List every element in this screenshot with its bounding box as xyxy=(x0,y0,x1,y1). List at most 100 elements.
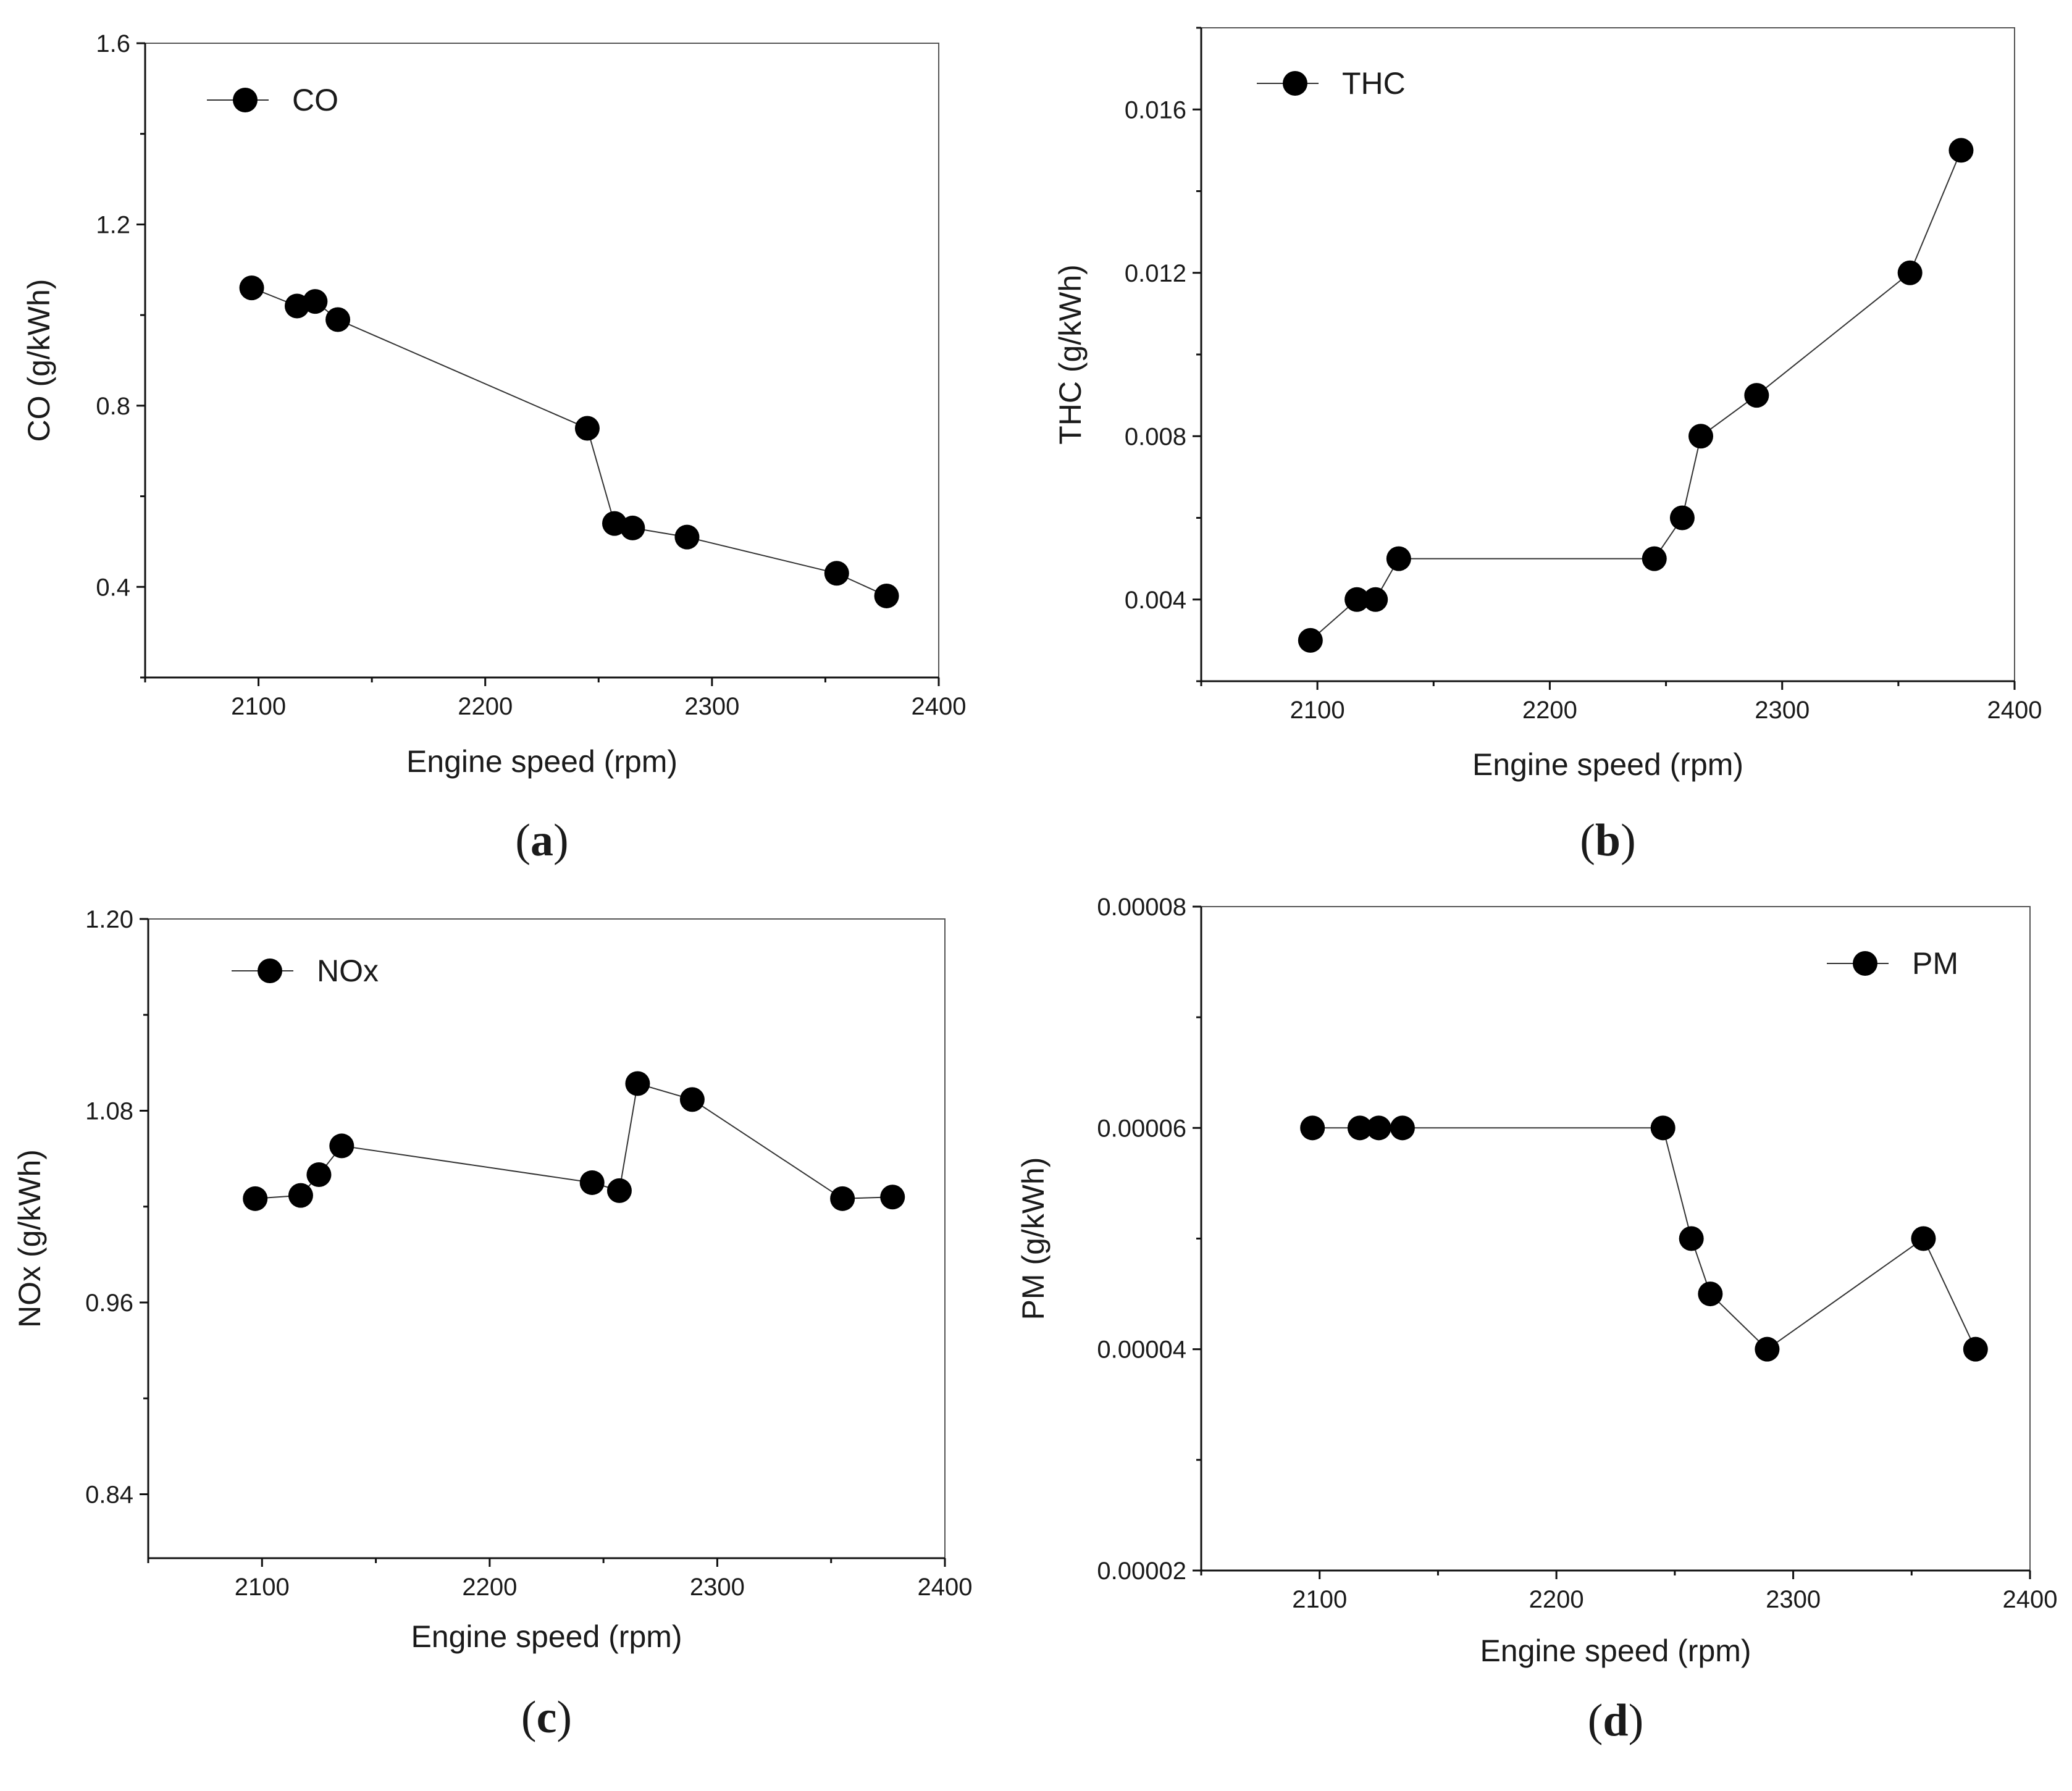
y-tick-label: 0.96 xyxy=(85,1290,133,1317)
legend-label: THC xyxy=(1342,66,1406,101)
data-point xyxy=(874,583,899,608)
data-point xyxy=(1344,587,1370,612)
x-tick-label: 2300 xyxy=(1766,1586,1821,1613)
data-point xyxy=(1744,383,1769,408)
data-point xyxy=(1911,1226,1936,1251)
legend-label: NOx xyxy=(317,954,379,988)
data-point xyxy=(830,1186,855,1211)
data-point xyxy=(1755,1336,1780,1362)
x-tick-label: 2200 xyxy=(462,1574,517,1601)
x-axis-title: Engine speed (rpm) xyxy=(1480,1634,1751,1668)
y-axis-title: CO (g/kWh) xyxy=(22,279,56,442)
legend: CO xyxy=(207,83,338,117)
y-axis-title: PM (g/kWh) xyxy=(1016,1157,1051,1320)
x-tick-label: 2200 xyxy=(458,693,513,720)
series-line-NOx xyxy=(255,1083,893,1199)
x-tick-label: 2100 xyxy=(1292,1586,1347,1613)
data-point xyxy=(239,275,264,301)
panel-label: (d) xyxy=(1588,1695,1643,1746)
series-line-CO xyxy=(251,287,887,597)
data-point xyxy=(679,1087,705,1112)
x-tick-label: 2200 xyxy=(1522,697,1577,724)
legend-marker xyxy=(233,88,258,112)
data-point xyxy=(1948,138,1974,163)
data-point xyxy=(306,1162,332,1187)
x-tick-label: 2200 xyxy=(1529,1586,1584,1613)
legend-marker xyxy=(1853,951,1877,976)
data-point xyxy=(303,289,328,314)
legend-marker xyxy=(258,958,282,983)
y-tick-label: 0.00002 xyxy=(1097,1558,1186,1585)
x-axis-title: Engine speed (rpm) xyxy=(411,1619,682,1654)
y-tick-label: 0.00008 xyxy=(1097,894,1186,921)
data-point xyxy=(579,1170,605,1195)
data-point xyxy=(1679,1226,1704,1251)
chart-panel-b: 2100 2200 2300 2400 0.004 0.008 0.012 0.016 Engi… xyxy=(1053,27,2042,866)
x-tick-label: 2100 xyxy=(235,1574,290,1601)
data-point xyxy=(1698,1281,1723,1307)
x-tick-label: 2400 xyxy=(912,693,967,720)
legend-label: PM xyxy=(1912,946,1958,981)
y-tick-label: 0.84 xyxy=(85,1482,133,1509)
data-point xyxy=(606,1178,632,1203)
data-point xyxy=(1386,546,1411,571)
data-point xyxy=(625,1071,650,1096)
panel-label: (b) xyxy=(1580,815,1635,866)
data-point xyxy=(329,1133,354,1159)
legend: NOx xyxy=(232,954,379,988)
data-point xyxy=(1650,1115,1676,1141)
x-tick-label: 2400 xyxy=(918,1574,973,1601)
data-point xyxy=(1642,546,1667,571)
plot-frame xyxy=(148,918,946,1559)
data-point xyxy=(574,416,600,441)
data-point xyxy=(1390,1115,1415,1141)
data-point xyxy=(1897,260,1923,285)
y-tick-label: 0.008 xyxy=(1125,423,1186,450)
data-point xyxy=(674,524,700,550)
series-line-THC xyxy=(1310,150,1962,641)
chart-panel-d: 2100 2200 2300 2400 0.00002 0.00004 0.00006 0.0… xyxy=(1016,894,2057,1746)
plot-frame xyxy=(145,43,939,678)
y-tick-label: 1.6 xyxy=(96,30,130,57)
y-tick-label: 0.016 xyxy=(1125,96,1186,124)
panel-label: (a) xyxy=(515,815,568,866)
data-point xyxy=(620,515,645,540)
legend-label: CO xyxy=(292,83,338,117)
x-tick-label: 2400 xyxy=(2003,1586,2058,1613)
y-tick-label: 1.20 xyxy=(85,906,133,933)
chart-panel-a: 2100 2200 2300 2400 0.4 0.8 1.2 1.6 Engine speed… xyxy=(22,30,966,866)
plot-frame xyxy=(1201,27,2015,682)
y-tick-label: 1.2 xyxy=(96,211,130,238)
y-tick-label: 0.4 xyxy=(96,574,130,601)
legend-marker xyxy=(1283,71,1307,96)
chart-panel-c: 2100 2200 2300 2400 0.84 0.96 1.08 1.20 Engine s… xyxy=(12,906,972,1743)
y-tick-label: 0.004 xyxy=(1125,587,1186,614)
data-point xyxy=(824,561,849,586)
data-point xyxy=(1298,627,1323,653)
data-point xyxy=(243,1186,268,1211)
x-axis-title: Engine speed (rpm) xyxy=(406,744,677,779)
x-tick-label: 2100 xyxy=(1290,697,1345,724)
data-point xyxy=(1366,1115,1391,1141)
legend: PM xyxy=(1827,946,1958,981)
x-tick-label: 2400 xyxy=(1987,697,2042,724)
series-line-PM xyxy=(1312,1127,1976,1350)
plot-frame xyxy=(1201,906,2031,1571)
data-point xyxy=(1963,1336,1988,1362)
data-point xyxy=(880,1185,905,1210)
data-point xyxy=(1363,587,1388,612)
data-point xyxy=(325,307,351,332)
data-point xyxy=(288,1183,313,1208)
y-tick-label: 1.08 xyxy=(85,1098,133,1125)
data-point xyxy=(1688,424,1714,449)
panel-label: (c) xyxy=(521,1692,572,1743)
x-tick-label: 2300 xyxy=(684,693,739,720)
y-tick-label: 0.00006 xyxy=(1097,1115,1186,1142)
data-point xyxy=(1300,1115,1325,1141)
x-axis-title: Engine speed (rpm) xyxy=(1472,747,1743,782)
y-tick-label: 0.012 xyxy=(1125,260,1186,287)
y-tick-label: 0.8 xyxy=(96,393,130,420)
data-point xyxy=(1347,1115,1372,1141)
x-tick-label: 2300 xyxy=(1755,697,1810,724)
